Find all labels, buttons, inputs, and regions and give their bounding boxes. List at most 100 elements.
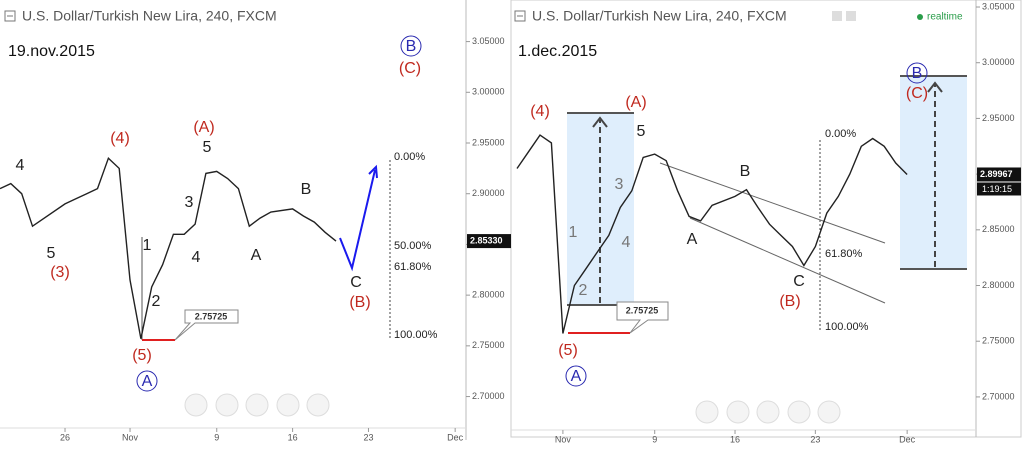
- fib-label: 100.00%: [825, 321, 869, 333]
- zoom-button[interactable]: [306, 393, 330, 417]
- wave-label: 3: [615, 176, 624, 193]
- collapse-icon[interactable]: [514, 10, 526, 22]
- zoom-button[interactable]: [695, 400, 719, 424]
- wave-circle: [136, 370, 158, 392]
- wave-label: B: [740, 163, 751, 180]
- y-tick-label: 3.00000: [472, 87, 505, 97]
- wave-label: C: [350, 274, 362, 291]
- wave-label: 5: [637, 123, 646, 140]
- callout-text: 2.75725: [195, 311, 228, 321]
- zoom-button[interactable]: [817, 400, 841, 424]
- settings-icon[interactable]: [846, 11, 856, 21]
- fib-label: 50.00%: [394, 240, 432, 252]
- wave-label: (A): [193, 119, 214, 136]
- plots: 2.70000 2.75000 2.80000 2.85000 2.90000 2.950…: [0, 1, 1021, 444]
- chart-subtitle: 19.nov.2015: [8, 43, 95, 60]
- y-tick-label: 3.05000: [472, 36, 505, 46]
- wave-label: (5): [558, 342, 578, 359]
- zoom-button[interactable]: [756, 400, 780, 424]
- wave-label: B: [406, 38, 417, 55]
- channel-line: [659, 162, 886, 244]
- zoom-button[interactable]: [276, 393, 300, 417]
- y-tick-label: 2.80000: [982, 280, 1015, 290]
- y-tick-label: 2.95000: [472, 137, 505, 147]
- wave-label: A: [251, 247, 262, 264]
- wave-label: 1: [143, 237, 152, 254]
- wave-label: (C): [399, 60, 421, 77]
- wave-label: 1: [569, 224, 578, 241]
- wave-label: B: [912, 65, 923, 82]
- status-dot: [917, 14, 923, 20]
- fib-label: 0.00%: [394, 151, 425, 163]
- settings-icon[interactable]: [832, 11, 842, 21]
- wave-circle: [565, 365, 587, 387]
- wave-label: A: [687, 231, 698, 248]
- wave-label: 5: [203, 139, 212, 156]
- zoom-button[interactable]: [726, 400, 750, 424]
- x-tick-label: Nov: [122, 432, 139, 442]
- wave-label: 2: [579, 282, 588, 299]
- zoom-button[interactable]: [215, 393, 239, 417]
- collapse-icon[interactable]: [4, 10, 16, 22]
- x-tick-label: 9: [652, 434, 657, 444]
- wave-label: 3: [185, 194, 194, 211]
- fib-label: 61.80%: [394, 261, 432, 273]
- x-tick-label: Dec: [447, 432, 464, 442]
- x-tick-label: Nov: [555, 434, 572, 444]
- wave-labels: 4 5 (3) (4) (A) 5 3 4 1 2 A B C (B) (5) …: [16, 38, 438, 390]
- wave-label: A: [142, 373, 153, 390]
- x-tick-label: 26: [60, 432, 70, 442]
- wave-label: (5): [132, 347, 152, 364]
- fib-label: 100.00%: [394, 329, 438, 341]
- wave-label: 5: [47, 245, 56, 262]
- zoom-button[interactable]: [245, 393, 269, 417]
- x-tick-label: 23: [363, 432, 373, 442]
- wave-circle: [400, 35, 422, 57]
- zoom-button[interactable]: [787, 400, 811, 424]
- wave-label: 4: [192, 249, 201, 266]
- x-tick-label: 9: [214, 432, 219, 442]
- price-tag-label: 2.89967: [980, 169, 1013, 179]
- chart-subtitle: 1.dec.2015: [518, 43, 597, 60]
- price-line: [0, 156, 337, 339]
- y-tick-label: 2.70000: [472, 391, 505, 401]
- y-tick-label: 2.75000: [982, 336, 1015, 346]
- y-tick-label: 2.95000: [982, 113, 1015, 123]
- price-line: [516, 134, 908, 334]
- y-tick-label: 2.85000: [982, 224, 1015, 234]
- wave-label: C: [793, 273, 805, 290]
- box-arrow-head: [592, 116, 608, 128]
- chart-title: U.S. Dollar/Turkish New Lira, 240, FXCM: [532, 8, 787, 24]
- y-tick-label: 3.00000: [982, 57, 1015, 67]
- projection-arrow: [368, 164, 378, 179]
- wave-label: B: [301, 181, 312, 198]
- price-tag: [467, 234, 511, 249]
- countdown: 1:19:15: [982, 184, 1012, 194]
- x-tick-label: 16: [288, 432, 298, 442]
- wave-label: (C): [906, 85, 928, 102]
- callout-text: 2.75725: [626, 305, 659, 315]
- chart-title: U.S. Dollar/Turkish New Lira, 240, FXCM: [22, 8, 277, 24]
- callout-box: [174, 309, 239, 341]
- wave-label: (3): [50, 264, 70, 281]
- countdown-box: [977, 182, 1021, 196]
- wave-label: (B): [349, 294, 370, 311]
- target-box: [900, 76, 967, 269]
- wave-label: 4: [16, 157, 25, 174]
- channel-line: [689, 217, 886, 304]
- projection: [339, 169, 376, 272]
- wave-label: (A): [625, 94, 646, 111]
- wave-label: (4): [110, 130, 130, 147]
- price-tag: [977, 167, 1021, 182]
- status: realtime: [927, 12, 963, 23]
- wave-label: 2: [152, 293, 161, 310]
- panel: [0, 0, 502, 454]
- wave-labels: (4) (A) 5 1 2 3 4 A B C (B) (5) A B (C) …: [530, 65, 928, 385]
- zoom-button[interactable]: [184, 393, 208, 417]
- y-tick-label: 3.05000: [982, 1, 1015, 11]
- wave-label: A: [571, 368, 582, 385]
- y-tick-label: 2.80000: [472, 290, 505, 300]
- x-tick-label: 23: [810, 434, 820, 444]
- wave-label: (4): [530, 103, 550, 120]
